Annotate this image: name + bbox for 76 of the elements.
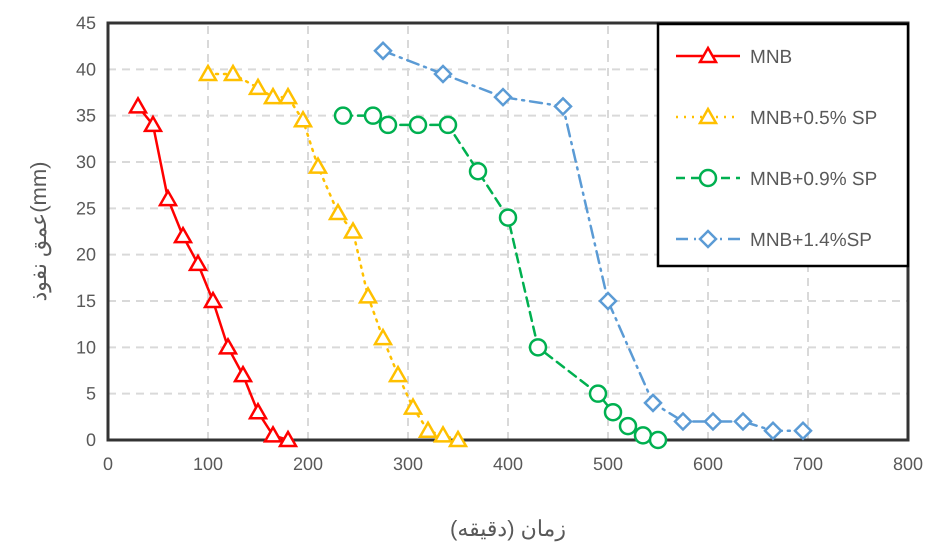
- point: [734, 412, 752, 431]
- point: [264, 88, 282, 104]
- point: [308, 157, 328, 174]
- point: [264, 426, 282, 443]
- x-axis-title: زمان (دقیقه): [450, 516, 566, 542]
- point: [408, 116, 428, 134]
- x-tick-label: 200: [292, 454, 324, 474]
- point: [528, 338, 548, 357]
- x-tick-label: 400: [492, 454, 524, 474]
- point: [334, 106, 352, 125]
- y-tick-label: 5: [86, 384, 96, 404]
- y-tick-label: 15: [76, 291, 96, 311]
- point: [234, 366, 252, 382]
- x-tick-label: 500: [592, 454, 624, 474]
- point: [248, 402, 268, 420]
- x-tick-label: 600: [692, 454, 724, 474]
- point: [278, 88, 298, 104]
- point: [204, 292, 222, 308]
- point: [158, 190, 178, 206]
- y-tick-label: 0: [86, 430, 96, 450]
- point: [248, 78, 268, 96]
- x-tick-label: 800: [892, 454, 924, 474]
- x-tick-label: 300: [392, 454, 424, 474]
- point: [344, 222, 362, 239]
- y-axis-title: عمق نفوذ(mm): [26, 161, 52, 302]
- point: [648, 430, 668, 450]
- point: [144, 116, 162, 132]
- point: [468, 162, 488, 180]
- point: [188, 254, 208, 272]
- y-tick-label: 10: [76, 337, 96, 358]
- point: [374, 42, 392, 60]
- point: [794, 421, 812, 440]
- point: [218, 338, 238, 355]
- point: [434, 426, 452, 443]
- point: [498, 208, 518, 227]
- point: [704, 412, 722, 431]
- point: [554, 97, 572, 116]
- point: [374, 328, 392, 346]
- legend-label: MNB+0.9% SP: [750, 169, 878, 190]
- point: [378, 116, 398, 134]
- point: [418, 421, 438, 438]
- point: [434, 64, 452, 84]
- legend-label: MNB+0.5% SP: [750, 108, 878, 129]
- point: [358, 287, 378, 304]
- point: [278, 430, 298, 448]
- point: [174, 226, 192, 244]
- point: [448, 430, 468, 448]
- point: [404, 398, 422, 415]
- x-tick-label: 0: [102, 454, 114, 474]
- y-tick-label: 35: [76, 106, 96, 126]
- point: [328, 204, 348, 220]
- point: [494, 88, 512, 106]
- y-tick-label: 30: [76, 152, 96, 172]
- point: [438, 116, 458, 134]
- point: [128, 97, 148, 114]
- y-tick-label: 20: [76, 244, 96, 265]
- point: [634, 426, 652, 445]
- point: [598, 292, 618, 310]
- y-tick-label: 40: [76, 59, 96, 80]
- point: [618, 416, 638, 436]
- point: [388, 366, 408, 382]
- y-tick-label: 25: [76, 198, 96, 218]
- point: [364, 106, 382, 125]
- point: [764, 421, 782, 440]
- point: [674, 412, 692, 431]
- point: [588, 384, 608, 403]
- legend-label: MNB+1.4%SP: [750, 230, 872, 251]
- point: [644, 394, 662, 412]
- y-tick-label: 45: [76, 13, 96, 33]
- point: [198, 64, 218, 82]
- x-tick-label: 700: [792, 454, 824, 474]
- legend-label: MNB: [750, 47, 792, 68]
- point: [224, 64, 242, 82]
- point: [604, 402, 622, 422]
- x-tick-label: 100: [192, 454, 224, 474]
- point: [294, 111, 312, 128]
